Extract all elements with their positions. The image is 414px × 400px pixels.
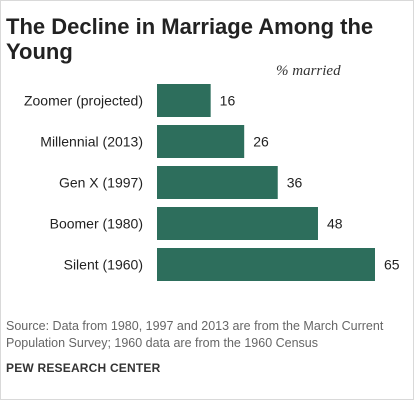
source-note: Source: Data from 1980, 1997 and 2013 ar… <box>6 319 384 350</box>
bar-millennial-2013 <box>157 125 245 158</box>
value-label-zoomer-projected: 16 <box>220 93 236 109</box>
value-label-boomer-1980: 48 <box>327 216 343 232</box>
bar-boomer-1980 <box>157 207 318 240</box>
category-label-silent-1960: Silent (1960) <box>64 257 143 273</box>
value-label-millennial-2013: 26 <box>253 134 269 150</box>
chart-title: The Decline in Marriage Among the Young <box>6 14 374 64</box>
unit-label: % married <box>276 63 341 79</box>
category-label-zoomer-projected: Zoomer (projected) <box>24 93 143 109</box>
bar-zoomer-projected <box>157 84 211 117</box>
value-label-silent-1960: 65 <box>384 257 400 273</box>
bar-chart: Zoomer (projected) 16 Millennial (2013) 26 G… <box>24 84 400 281</box>
brand-label: PEW RESEARCH CENTER <box>6 361 161 375</box>
category-label-millennial-2013: Millennial (2013) <box>40 134 143 150</box>
category-label-boomer-1980: Boomer (1980) <box>50 216 143 232</box>
value-label-gen-x-1997: 36 <box>287 175 303 191</box>
bar-silent-1960 <box>157 248 375 281</box>
category-label-gen-x-1997: Gen X (1997) <box>59 175 143 191</box>
bar-gen-x-1997 <box>157 166 278 199</box>
